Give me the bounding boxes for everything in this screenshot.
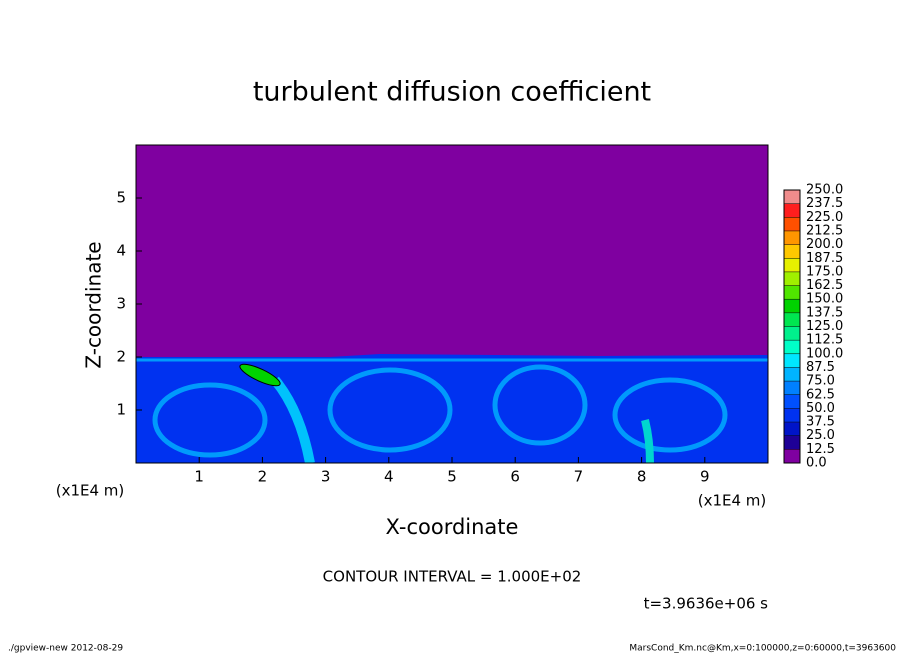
colorbar-label: 200.0	[806, 237, 843, 252]
colorbar-cell	[784, 244, 800, 259]
colorbar-cell	[784, 422, 800, 436]
field-contour	[239, 363, 281, 387]
colorbar-label: 225.0	[806, 210, 843, 225]
colorbar-label: 50.0	[806, 401, 835, 416]
colorbar-label: 0.0	[806, 456, 827, 471]
y-tick-label: 4	[116, 242, 126, 260]
colorbar-cell	[784, 353, 800, 368]
footer-left: ./gpview-new 2012-08-29	[8, 644, 123, 654]
colorbar-cell	[784, 217, 800, 231]
x-tick-label: 7	[574, 468, 584, 486]
colorbar-label: 12.5	[806, 442, 835, 457]
colorbar-cell	[784, 299, 800, 313]
colorbar-cell	[784, 449, 800, 463]
colorbar-cell	[784, 258, 800, 272]
colorbar-label: 37.5	[806, 415, 835, 430]
x-tick-label: 1	[194, 468, 204, 486]
colorbar-cell	[784, 326, 800, 341]
colorbar-cell	[784, 340, 800, 354]
y-axis-label: Z-coordinate	[82, 241, 106, 368]
colorbar-cell	[784, 230, 800, 245]
colorbar-label: 237.5	[806, 196, 843, 211]
colorbar-cell	[784, 203, 800, 218]
colorbar-label: 162.5	[806, 278, 843, 293]
x-tick-label: 5	[447, 468, 457, 486]
contour-interval: CONTOUR INTERVAL = 1.000E+02	[323, 568, 582, 586]
x-unit: (x1E4 m)	[698, 492, 767, 510]
colorbar-label: 75.0	[806, 374, 835, 389]
x-axis-label: X-coordinate	[386, 515, 519, 539]
colorbar-label: 137.5	[806, 305, 843, 320]
colorbar-label: 187.5	[806, 251, 843, 266]
y-tick-label: 5	[116, 189, 126, 207]
colorbar-label: 150.0	[806, 292, 843, 307]
colorbar-label: 175.0	[806, 264, 843, 279]
colorbar-cell	[784, 190, 800, 204]
colorbar-label: 112.5	[806, 333, 843, 348]
footer-right: MarsCond_Km.nc@Km,x=0:100000,z=0:60000,t…	[629, 644, 896, 654]
field	[136, 145, 768, 463]
colorbar-label: 100.0	[806, 346, 843, 361]
x-tick-label: 6	[510, 468, 520, 486]
y-unit: (x1E4 m)	[56, 482, 125, 500]
x-tick-label: 9	[700, 468, 710, 486]
colorbar-cell	[784, 271, 800, 286]
colorbar-label: 125.0	[806, 319, 843, 334]
time-label: t=3.9636e+06 s	[644, 595, 769, 613]
x-tick-label: 4	[384, 468, 394, 486]
x-tick-label: 8	[637, 468, 647, 486]
x-tick-label: 2	[258, 468, 268, 486]
colorbar-cell	[784, 312, 800, 327]
colorbar-cell	[784, 367, 800, 382]
colorbar-label: 87.5	[806, 360, 835, 375]
colorbar-cell	[784, 394, 800, 409]
y-tick-label: 1	[116, 401, 126, 419]
colorbar-label: 25.0	[806, 428, 835, 443]
colorbar-label: 250.0	[806, 183, 843, 198]
colorbar-cell	[784, 408, 800, 423]
colorbar-label: 212.5	[806, 223, 843, 238]
chart-title: turbulent diffusion coefficient	[253, 77, 651, 108]
colorbar-cell	[784, 435, 800, 450]
x-tick-label: 3	[321, 468, 331, 486]
colorbar-cell	[784, 381, 800, 395]
y-tick-label: 2	[116, 348, 126, 366]
y-tick-label: 3	[116, 295, 126, 313]
colorbar-cell	[784, 285, 800, 300]
colorbar-label: 62.5	[806, 387, 835, 402]
